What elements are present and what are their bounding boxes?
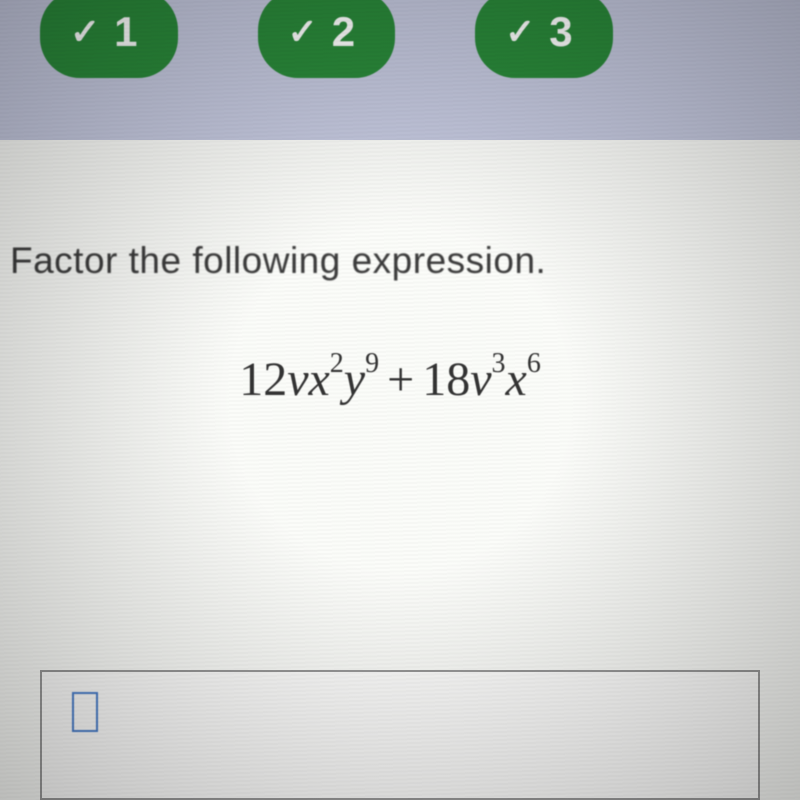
nav-pill-2[interactable]: ✓ 2 <box>258 0 396 78</box>
progress-nav-bar: ✓ 1 ✓ 2 ✓ 3 <box>0 0 800 140</box>
pill-number: 1 <box>114 8 137 56</box>
math-expression: 12vx2y9+18v3x6 <box>0 352 780 407</box>
coeff-2: 18 <box>422 353 470 406</box>
exp-1a: 2 <box>330 348 344 379</box>
pill-number: 2 <box>332 8 355 56</box>
nav-pill-3[interactable]: ✓ 3 <box>475 0 613 78</box>
var-1b: y <box>344 353 365 406</box>
operator: + <box>387 353 414 406</box>
nav-pill-1[interactable]: ✓ 1 <box>40 0 178 78</box>
question-content: Factor the following expression. 12vx2y9… <box>0 140 800 800</box>
coeff-1: 12 <box>239 353 287 406</box>
answer-input-box[interactable] <box>40 670 760 800</box>
check-icon: ✓ <box>505 11 535 53</box>
var-2b: x <box>506 353 527 406</box>
pill-number: 3 <box>549 8 572 56</box>
input-cursor-placeholder <box>72 692 98 732</box>
question-prompt: Factor the following expression. <box>0 200 780 282</box>
exp-1b: 9 <box>365 348 379 379</box>
check-icon: ✓ <box>70 11 100 53</box>
exp-2b: 6 <box>527 348 541 379</box>
vars-1: vx <box>287 353 330 406</box>
exp-2a: 3 <box>492 348 506 379</box>
var-2a: v <box>470 353 491 406</box>
check-icon: ✓ <box>288 11 318 53</box>
